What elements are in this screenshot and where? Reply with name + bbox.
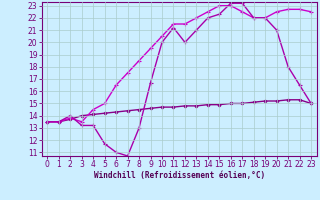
X-axis label: Windchill (Refroidissement éolien,°C): Windchill (Refroidissement éolien,°C) — [94, 171, 265, 180]
